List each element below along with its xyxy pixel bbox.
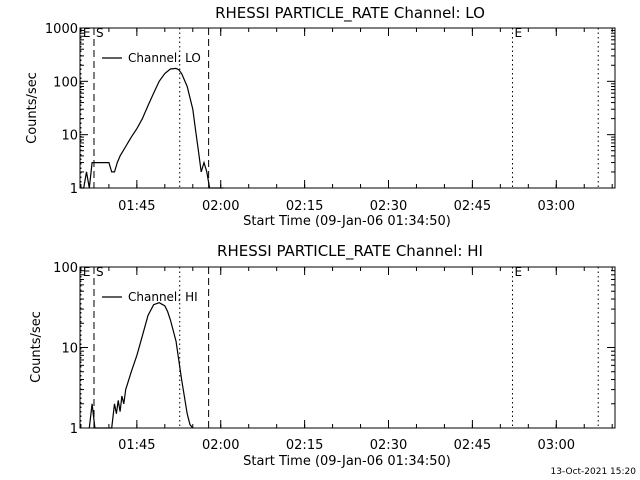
plot-frame-lo [79,27,616,189]
x-tick-label: 02:15 [286,438,323,453]
y-tick-label: 1 [70,182,78,197]
y-axis-title-hi: Counts/sec [29,311,44,383]
x-axis-title-hi: Start Time (09-Jan-06 01:34:50) [243,454,451,469]
y-axis-title-lo: Counts/sec [25,72,40,144]
marker-label: S [96,26,104,40]
y-tick-label: 10 [61,129,78,144]
marker-label: E [514,26,522,40]
chart-panel-hi: RHESSI PARTICLE_RATE Channel: HI Start T… [29,242,616,469]
x-tick-label: 02:45 [454,438,491,453]
series-line-hi [88,302,194,429]
y-tick-label: 100 [53,75,78,90]
marker-label: S [96,265,104,279]
x-tick-label: 03:00 [538,438,575,453]
y-tick-label: 1000 [45,22,78,37]
marker-label: E [83,265,91,279]
legend-label: Channel: HI [128,290,198,304]
timestamp-footer: 13-Oct-2021 15:20 [551,467,637,477]
x-tick-label: 02:00 [202,199,239,214]
x-tick-label: 02:15 [286,199,323,214]
y-tick-label: 10 [61,342,78,357]
chart-panel-lo: RHESSI PARTICLE_RATE Channel: LO Start T… [25,4,616,229]
chart-title-hi: RHESSI PARTICLE_RATE Channel: HI [217,242,483,261]
marker-label: E [83,26,91,40]
legend-label: Channel: LO [128,51,201,65]
x-tick-label: 02:30 [370,199,407,214]
x-axis-title-lo: Start Time (09-Jan-06 01:34:50) [243,214,451,229]
x-tick-label: 01:45 [118,438,155,453]
chart-title-lo: RHESSI PARTICLE_RATE Channel: LO [215,4,485,23]
series-line-lo [80,67,224,189]
marker-label: E [514,265,522,279]
x-tick-label: 03:00 [538,199,575,214]
x-tick-label: 02:00 [202,438,239,453]
y-tick-label: 100 [53,261,78,276]
y-tick-label: 1 [70,422,78,437]
x-tick-label: 02:45 [454,199,491,214]
x-tick-label: 02:30 [370,438,407,453]
x-tick-label: 01:45 [118,199,155,214]
